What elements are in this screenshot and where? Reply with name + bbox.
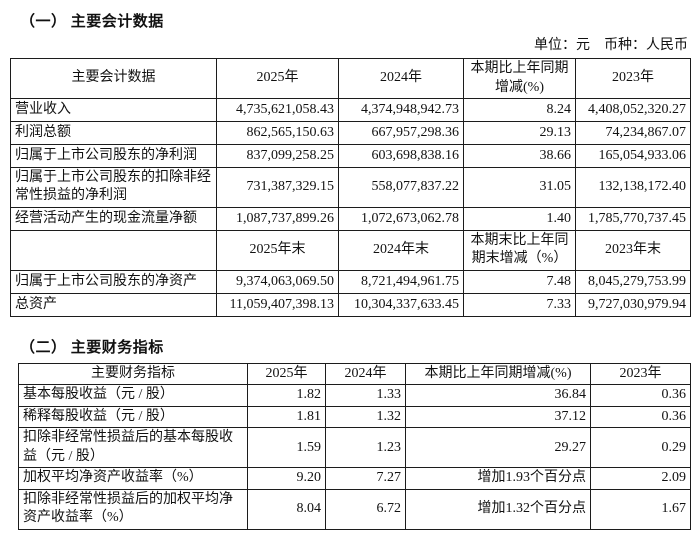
table-row: 基本每股收益（元 / 股） 1.82 1.33 36.84 0.36 xyxy=(18,384,691,407)
value-cell: 2.09 xyxy=(590,467,691,490)
row-label-cell: 利润总额 xyxy=(10,121,217,145)
value-cell: 9.20 xyxy=(247,467,326,490)
header-cell: 2023年 xyxy=(575,58,691,99)
header-cell: 2025年 xyxy=(247,362,326,386)
row-label-cell: 扣除非经常性损益后的基本每股收益（元 / 股） xyxy=(18,427,248,469)
header-cell: 2024年 xyxy=(325,362,406,386)
row-label-cell: 营业收入 xyxy=(10,98,217,122)
value-cell: 10,304,337,633.45 xyxy=(338,292,464,317)
value-cell: 1.32 xyxy=(325,405,406,429)
value-cell: 36.84 xyxy=(405,384,591,407)
value-cell: 1.40 xyxy=(463,206,576,231)
value-cell: 1.23 xyxy=(325,427,406,469)
header-cell: 主要财务指标 xyxy=(18,362,248,386)
value-cell: 731,387,329.15 xyxy=(216,167,339,208)
unit-currency-label: 单位：元 币种：人民币 xyxy=(534,38,688,53)
value-cell: 4,408,052,320.27 xyxy=(575,98,691,122)
table-row: 归属于上市公司股东的净利润 837,099,258.25 603,698,838… xyxy=(10,144,691,168)
table-row: 总资产 11,059,407,398.13 10,304,337,633.45 … xyxy=(10,292,691,317)
value-cell: 8.24 xyxy=(463,98,576,122)
value-cell: 4,374,948,942.73 xyxy=(338,98,464,122)
value-cell: 7.27 xyxy=(325,467,406,490)
table-row: 扣除非经常性损益后的基本每股收益（元 / 股） 1.59 1.23 29.27 … xyxy=(18,427,691,469)
row-label-cell: 基本每股收益（元 / 股） xyxy=(18,384,248,407)
value-cell: 1.33 xyxy=(325,384,406,407)
value-cell: 862,565,150.63 xyxy=(216,121,339,145)
header-cell: 2025年 xyxy=(216,58,339,99)
value-cell: 837,099,258.25 xyxy=(216,144,339,168)
table-subheader-row: 2025年末 2024年末 本期末比上年同 期末增减（%） 2023年末 xyxy=(10,229,691,271)
value-cell: 1.82 xyxy=(247,384,326,407)
value-cell: 29.27 xyxy=(405,427,591,469)
section2-title: （二） 主要财务指标 xyxy=(20,340,164,356)
value-cell: 37.12 xyxy=(405,405,591,429)
header-cell: 本期比上年同期 增减(%) xyxy=(463,58,576,99)
row-label-cell: 归属于上市公司股东的净资产 xyxy=(10,269,217,294)
financial-indicators-table: 主要财务指标 2025年 2024年 本期比上年同期增减(%) 2023年 基本… xyxy=(18,362,691,530)
accounting-data-table: 主要会计数据 2025年 2024年 本期比上年同期 增减(%) 2023年 营… xyxy=(10,58,691,317)
row-label-cell: 归属于上市公司股东的扣除非经常性损益的净利润 xyxy=(10,167,217,208)
value-cell: 667,957,298.36 xyxy=(338,121,464,145)
header-cell: 本期末比上年同 期末增减（%） xyxy=(463,229,576,271)
header-cell: 2025年末 xyxy=(216,229,339,271)
value-cell: 29.13 xyxy=(463,121,576,145)
row-label-cell: 加权平均净资产收益率（%） xyxy=(18,467,248,490)
value-cell: 增加1.93个百分点 xyxy=(405,467,591,490)
table-row: 经营活动产生的现金流量净额 1,087,737,899.26 1,072,673… xyxy=(10,206,691,231)
table-row: 营业收入 4,735,621,058.43 4,374,948,942.73 8… xyxy=(10,98,691,122)
value-cell: 74,234,867.07 xyxy=(575,121,691,145)
table-row: 归属于上市公司股东的净资产 9,374,063,069.50 8,721,494… xyxy=(10,269,691,294)
section1-title: （一） 主要会计数据 xyxy=(20,14,164,30)
header-cell: 2024年 xyxy=(338,58,464,99)
row-label-cell: 总资产 xyxy=(10,292,217,317)
value-cell: 1.67 xyxy=(590,488,691,530)
value-cell: 0.36 xyxy=(590,384,691,407)
value-cell: 1,072,673,062.78 xyxy=(338,206,464,231)
value-cell: 增加1.32个百分点 xyxy=(405,488,591,530)
header-cell: 本期比上年同期增减(%) xyxy=(405,362,591,386)
value-cell: 9,727,030,979.94 xyxy=(575,292,691,317)
header-cell xyxy=(10,229,217,271)
row-label-cell: 扣除非经常性损益后的加权平均净资产收益率（%） xyxy=(18,488,248,530)
value-cell: 31.05 xyxy=(463,167,576,208)
value-cell: 6.72 xyxy=(325,488,406,530)
header-cell: 2024年末 xyxy=(338,229,464,271)
value-cell: 38.66 xyxy=(463,144,576,168)
value-cell: 11,059,407,398.13 xyxy=(216,292,339,317)
table-row: 归属于上市公司股东的扣除非经常性损益的净利润 731,387,329.15 55… xyxy=(10,167,691,208)
table-row: 利润总额 862,565,150.63 667,957,298.36 29.13… xyxy=(10,121,691,145)
value-cell: 603,698,838.16 xyxy=(338,144,464,168)
header-cell: 2023年 xyxy=(590,362,691,386)
value-cell: 1.81 xyxy=(247,405,326,429)
table-row: 扣除非经常性损益后的加权平均净资产收益率（%） 8.04 6.72 增加1.32… xyxy=(18,488,691,530)
header-cell: 2023年末 xyxy=(575,229,691,271)
table-row: 稀释每股收益（元 / 股） 1.81 1.32 37.12 0.36 xyxy=(18,405,691,429)
value-cell: 165,054,933.06 xyxy=(575,144,691,168)
value-cell: 0.29 xyxy=(590,427,691,469)
table-row: 加权平均净资产收益率（%） 9.20 7.27 增加1.93个百分点 2.09 xyxy=(18,467,691,490)
value-cell: 8.04 xyxy=(247,488,326,530)
value-cell: 7.33 xyxy=(463,292,576,317)
table-header-row: 主要会计数据 2025年 2024年 本期比上年同期 增减(%) 2023年 xyxy=(10,58,691,99)
row-label-cell: 经营活动产生的现金流量净额 xyxy=(10,206,217,231)
value-cell: 0.36 xyxy=(590,405,691,429)
value-cell: 4,735,621,058.43 xyxy=(216,98,339,122)
value-cell: 1.59 xyxy=(247,427,326,469)
value-cell: 558,077,837.22 xyxy=(338,167,464,208)
row-label-cell: 归属于上市公司股东的净利润 xyxy=(10,144,217,168)
table-header-row: 主要财务指标 2025年 2024年 本期比上年同期增减(%) 2023年 xyxy=(18,362,691,386)
value-cell: 8,721,494,961.75 xyxy=(338,269,464,294)
value-cell: 1,087,737,899.26 xyxy=(216,206,339,231)
row-label-cell: 稀释每股收益（元 / 股） xyxy=(18,405,248,429)
value-cell: 1,785,770,737.45 xyxy=(575,206,691,231)
value-cell: 9,374,063,069.50 xyxy=(216,269,339,294)
value-cell: 7.48 xyxy=(463,269,576,294)
value-cell: 132,138,172.40 xyxy=(575,167,691,208)
value-cell: 8,045,279,753.99 xyxy=(575,269,691,294)
header-cell: 主要会计数据 xyxy=(10,58,217,99)
